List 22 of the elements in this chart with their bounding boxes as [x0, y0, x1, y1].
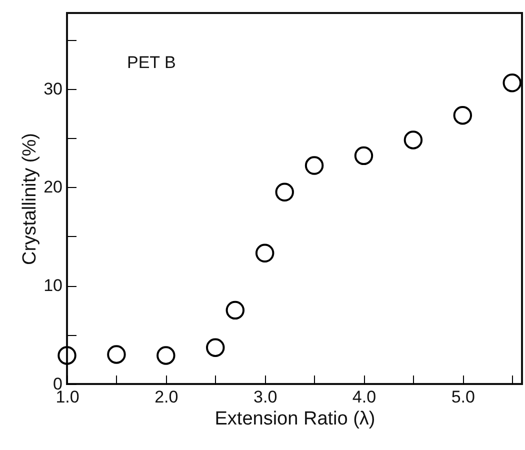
point	[226, 300, 245, 320]
point	[58, 346, 76, 365]
point	[304, 156, 324, 175]
x-axis-title: Extension Ratio (λ)	[214, 408, 376, 430]
point	[275, 182, 294, 202]
annotation: PET B	[127, 53, 176, 72]
x-tick-label: 5.0	[451, 388, 475, 406]
point	[107, 345, 126, 364]
x-tick-label: 3.0	[254, 388, 278, 406]
point	[206, 338, 225, 357]
point	[453, 106, 472, 125]
y-tick-label: 20	[44, 178, 62, 197]
y-tick-label: 30	[44, 79, 62, 98]
x-tick-label: 4.0	[352, 388, 376, 406]
point	[156, 346, 176, 365]
point	[255, 244, 274, 262]
y-tick-label: 10	[44, 276, 62, 296]
point	[404, 130, 423, 150]
point	[354, 146, 374, 166]
x-tick-label: 2.0	[154, 388, 178, 406]
y-axis-title: Crystallinity (%)	[20, 133, 41, 265]
point	[502, 74, 522, 92]
